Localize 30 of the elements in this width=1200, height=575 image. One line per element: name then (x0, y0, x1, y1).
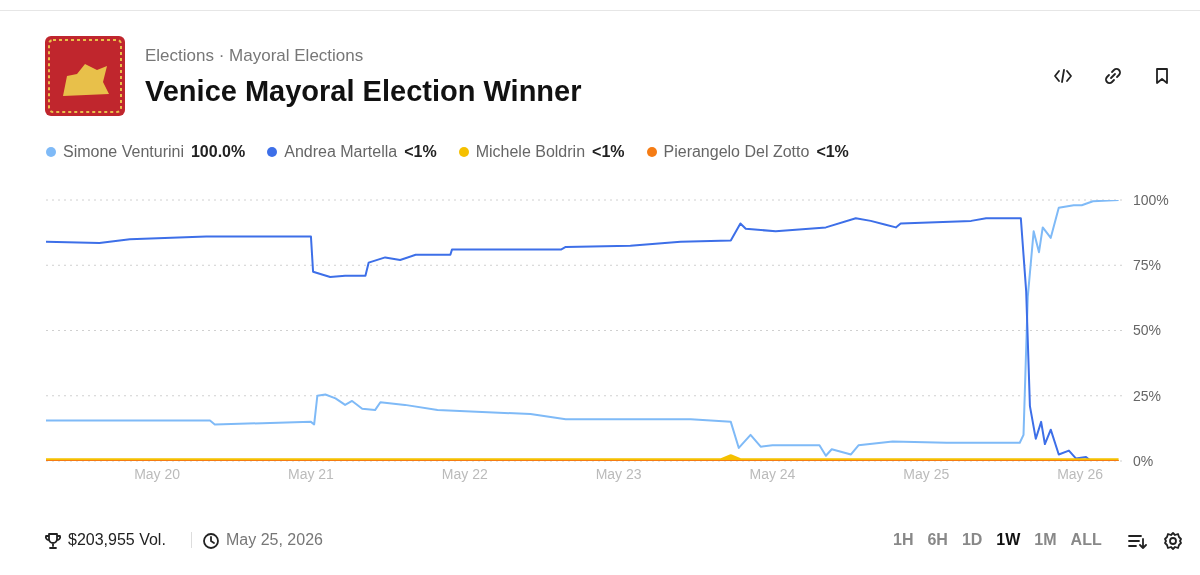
x-tick-label: May 23 (595, 465, 642, 482)
x-tick-label: May 25 (903, 465, 950, 482)
y-tick-label: 75% (1133, 257, 1162, 274)
chart-title: Venice Mayoral Election Winner (145, 75, 582, 108)
text: 6H (927, 531, 948, 549)
legend-label: Andrea Martella (284, 143, 398, 161)
text: $203,955 Vol. (68, 531, 166, 549)
text: <1% (592, 143, 625, 161)
y-tick-label: 25% (1133, 387, 1162, 404)
text: 1H (893, 531, 914, 549)
x-tick-label: May 24 (749, 465, 796, 482)
y-tick-label: 100% (1133, 191, 1169, 208)
chart-subtitle: Elections · Mayoral Elections (145, 46, 364, 66)
x-tick-label: May 26 (1057, 465, 1104, 482)
y-tick-label: 50% (1133, 322, 1162, 339)
x-tick-label: May 22 (441, 465, 488, 482)
text: ALL (1070, 531, 1102, 549)
text: 1W (996, 531, 1021, 549)
x-tick-label: May 21 (287, 465, 335, 482)
x-tick-label: May 20 (134, 465, 181, 482)
text: 1D (961, 531, 983, 549)
text: <1% (816, 143, 849, 161)
text: 1M (1034, 531, 1057, 549)
y-tick-label: 0% (1133, 452, 1154, 469)
legend-label: Pierangelo Del Zotto (663, 143, 810, 161)
text: May 25, 2026 (226, 531, 323, 549)
text: <1% (404, 143, 437, 161)
legend-label: Michele Boldrin (475, 143, 586, 161)
legend-label: Simone Venturini (63, 143, 184, 161)
text: 100.0% (190, 143, 246, 161)
